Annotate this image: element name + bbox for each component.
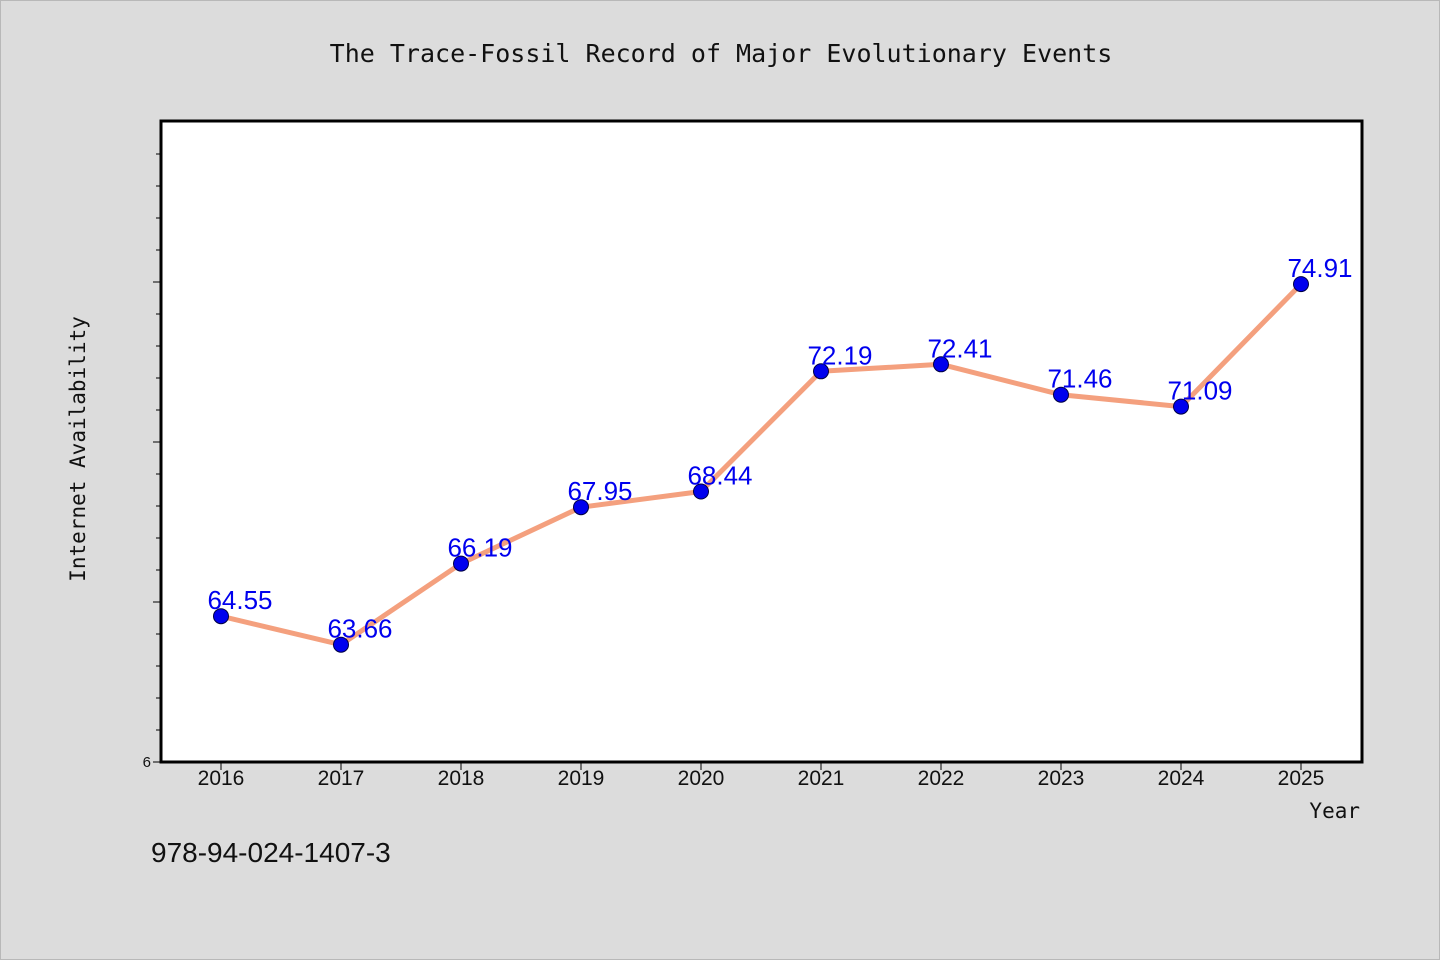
data-label: 66.19 xyxy=(447,533,512,563)
plot-area xyxy=(159,119,1364,764)
data-point-marker xyxy=(573,499,589,516)
data-label: 72.19 xyxy=(807,340,872,370)
series-line xyxy=(218,281,1304,648)
data-label: 64.55 xyxy=(207,585,272,615)
isbn-text: 978-94-024-1407-3 xyxy=(151,837,391,868)
y-axis-ticks: 6 xyxy=(143,153,161,771)
y-tick-label: 6 xyxy=(143,754,151,771)
data-label: 74.91 xyxy=(1287,253,1352,283)
x-tick-label: 2022 xyxy=(918,767,965,790)
series-layer: 64.55 63.66 66.19 67.95 68.44 72.19 72.41 71.46… xyxy=(207,253,1353,653)
data-point-marker xyxy=(453,555,469,572)
x-axis-label: Year xyxy=(1309,799,1360,823)
data-label: 68.44 xyxy=(687,461,752,491)
data-label: 71.09 xyxy=(1167,376,1232,406)
data-point-marker xyxy=(333,636,349,653)
x-tick-label: 2023 xyxy=(1038,767,1085,790)
x-tick-label: 2019 xyxy=(558,767,605,790)
data-point-marker xyxy=(1173,398,1189,415)
x-tick-label: 2020 xyxy=(678,767,725,790)
data-label: 72.41 xyxy=(927,333,992,363)
x-tick-label: 2017 xyxy=(318,767,365,790)
x-tick-label: 2021 xyxy=(798,767,845,790)
x-tick-label: 2016 xyxy=(198,767,245,790)
data-point-marker xyxy=(813,363,829,380)
data-label: 63.66 xyxy=(327,614,392,644)
data-point-marker xyxy=(1293,276,1309,293)
x-tick-label: 2024 xyxy=(1158,767,1205,790)
x-axis-ticks: 2016 2017 2018 2019 2020 2021 2022 2023 2024 2025 xyxy=(198,762,1325,790)
y-axis-label: Internet Availability xyxy=(66,316,90,582)
chart-title: The Trace-Fossil Record of Major Evoluti… xyxy=(330,39,1113,68)
data-point-marker xyxy=(213,608,229,625)
data-label: 71.46 xyxy=(1047,364,1112,394)
x-tick-label: 2025 xyxy=(1278,767,1325,790)
data-point-marker xyxy=(933,356,949,373)
data-point-marker xyxy=(693,483,709,500)
data-point-marker xyxy=(1053,386,1069,403)
x-tick-label: 2018 xyxy=(438,767,485,790)
data-label: 67.95 xyxy=(567,476,632,506)
